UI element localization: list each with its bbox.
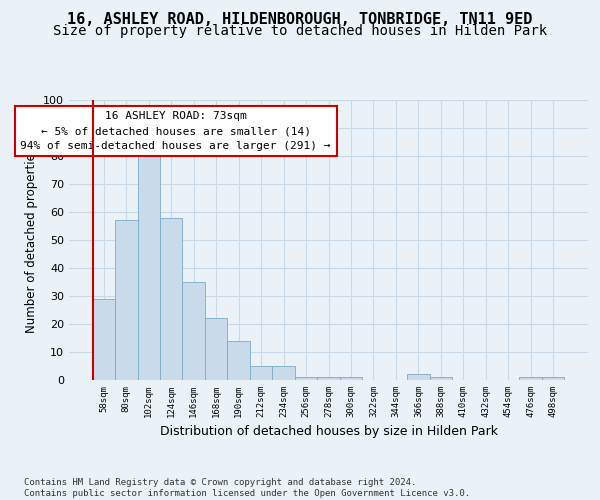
Bar (430, 377, 452, 380)
Y-axis label: Number of detached properties: Number of detached properties (25, 147, 38, 333)
Bar (137, 153, 160, 380)
Text: Size of property relative to detached houses in Hilden Park: Size of property relative to detached ho… (53, 24, 547, 38)
Bar (407, 374, 430, 380)
Bar (272, 366, 295, 380)
Bar (205, 318, 227, 380)
Bar (182, 282, 205, 380)
Bar (340, 377, 362, 380)
Text: Contains HM Land Registry data © Crown copyright and database right 2024.
Contai: Contains HM Land Registry data © Crown c… (24, 478, 470, 498)
Bar (227, 341, 250, 380)
Text: 16, ASHLEY ROAD, HILDENBOROUGH, TONBRIDGE, TN11 9ED: 16, ASHLEY ROAD, HILDENBOROUGH, TONBRIDG… (67, 12, 533, 28)
Bar (160, 218, 182, 380)
Bar (115, 220, 137, 380)
Bar (520, 377, 542, 380)
Bar (295, 377, 317, 380)
X-axis label: Distribution of detached houses by size in Hilden Park: Distribution of detached houses by size … (160, 426, 497, 438)
Bar (250, 366, 272, 380)
Bar (92, 299, 115, 380)
Text: 16 ASHLEY ROAD: 73sqm
← 5% of detached houses are smaller (14)
94% of semi-detac: 16 ASHLEY ROAD: 73sqm ← 5% of detached h… (20, 111, 331, 151)
Bar (317, 377, 340, 380)
Bar (542, 377, 565, 380)
